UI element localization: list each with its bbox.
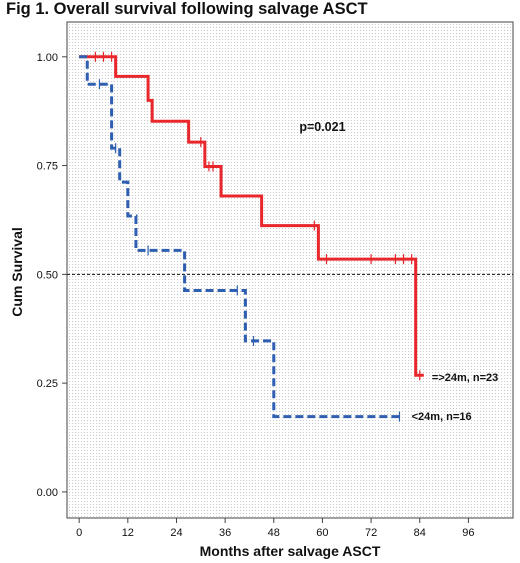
x-axis-ticks: 0 12 24 36 48 60 72 84 96 bbox=[76, 518, 475, 539]
y-tick-label: 1.00 bbox=[37, 52, 58, 64]
y-axis-ticks: 0.00 0.25 0.50 0.75 1.00 bbox=[37, 52, 67, 499]
figure-title: Fig 1. Overall survival following salvag… bbox=[6, 0, 368, 18]
plot-area bbox=[66, 21, 514, 519]
series-label-2: <24m, n=16 bbox=[412, 411, 472, 423]
x-tick-label: 84 bbox=[414, 527, 426, 539]
series-line-1 bbox=[79, 55, 424, 377]
y-tick-label: 0.25 bbox=[37, 378, 58, 390]
x-tick-label: 12 bbox=[122, 527, 134, 539]
y-tick-label: 0.75 bbox=[37, 161, 58, 173]
y-tick-label: 0.50 bbox=[37, 269, 58, 281]
y-tick-label: 0.00 bbox=[37, 487, 58, 499]
x-tick-label: 72 bbox=[365, 527, 377, 539]
y-axis-title: Cum Survival bbox=[9, 227, 25, 316]
series-label-1: =>24m, n=23 bbox=[432, 372, 498, 384]
p-value-annotation: p=0.021 bbox=[299, 120, 345, 134]
x-tick-label: 96 bbox=[462, 527, 474, 539]
x-tick-label: 36 bbox=[219, 527, 231, 539]
x-tick-label: 48 bbox=[268, 527, 280, 539]
x-axis-title: Months after salvage ASCT bbox=[200, 543, 381, 559]
x-tick-label: 24 bbox=[170, 527, 182, 539]
x-tick-label: 0 bbox=[76, 527, 82, 539]
series-line-2 bbox=[79, 55, 400, 419]
x-tick-label: 60 bbox=[316, 527, 328, 539]
series-layer: =>24m, n=23 <24m, n=16 bbox=[79, 51, 498, 423]
